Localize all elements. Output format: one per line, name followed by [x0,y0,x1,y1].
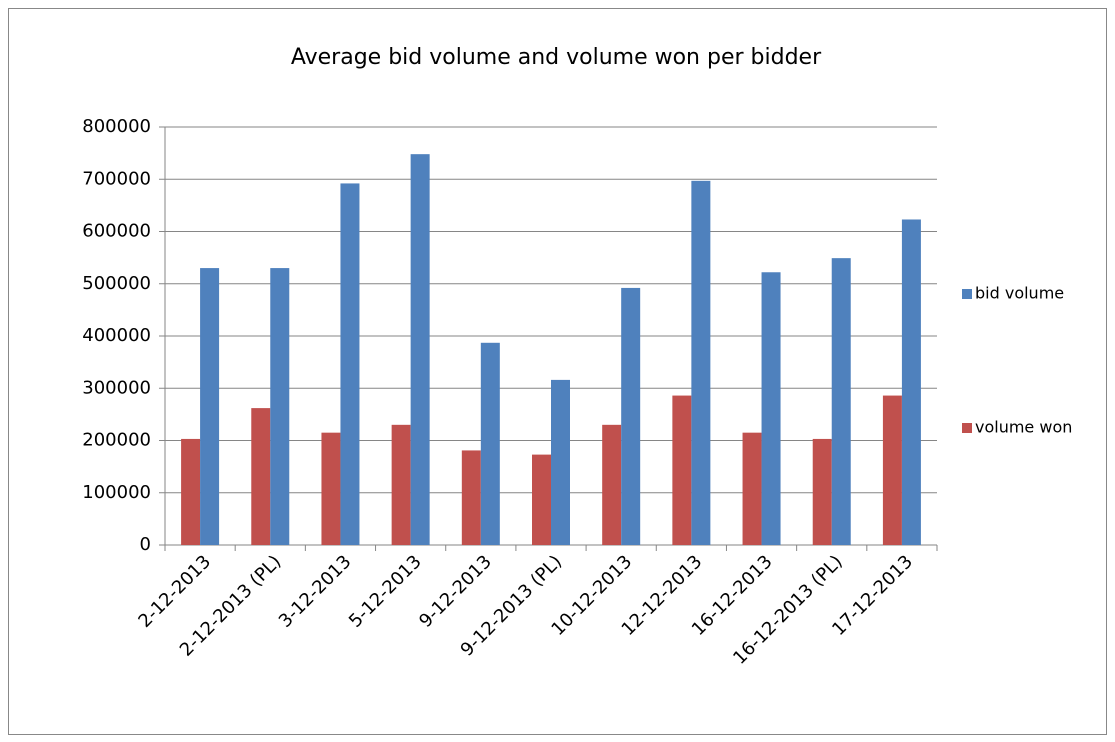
bar [200,268,220,545]
bar [270,268,290,545]
bar [340,183,360,545]
legend-swatch [962,423,972,433]
bar [181,438,201,545]
bar [602,424,622,545]
legend-label: volume won [975,418,1072,437]
bar [742,432,762,545]
y-tick-label: 100000 [82,482,151,503]
y-tick-label: 300000 [82,377,151,398]
bar [691,180,711,545]
chart-title: Average bid volume and volume won per bi… [291,45,822,70]
y-tick-label: 600000 [82,221,151,242]
bar [480,342,500,545]
bar [812,438,832,545]
y-tick-label: 200000 [82,430,151,451]
bar [831,258,851,545]
bar [761,272,781,545]
bar [410,154,430,546]
bar [461,450,481,545]
y-tick-label: 500000 [82,273,151,294]
y-tick-label: 0 [140,534,151,555]
legend-label: bid volume [975,284,1064,303]
bar [321,432,341,545]
bar [251,408,271,545]
y-tick-label: 700000 [82,168,151,189]
bar [532,454,551,545]
bar [391,424,411,545]
bar [901,219,921,546]
y-tick-label: 400000 [82,325,151,346]
chart-frame [8,8,1107,735]
bar [882,395,902,545]
bar [672,395,692,545]
legend-swatch [962,289,972,299]
y-tick-label: 800000 [82,116,151,137]
bar [551,379,570,545]
bar [621,287,641,545]
